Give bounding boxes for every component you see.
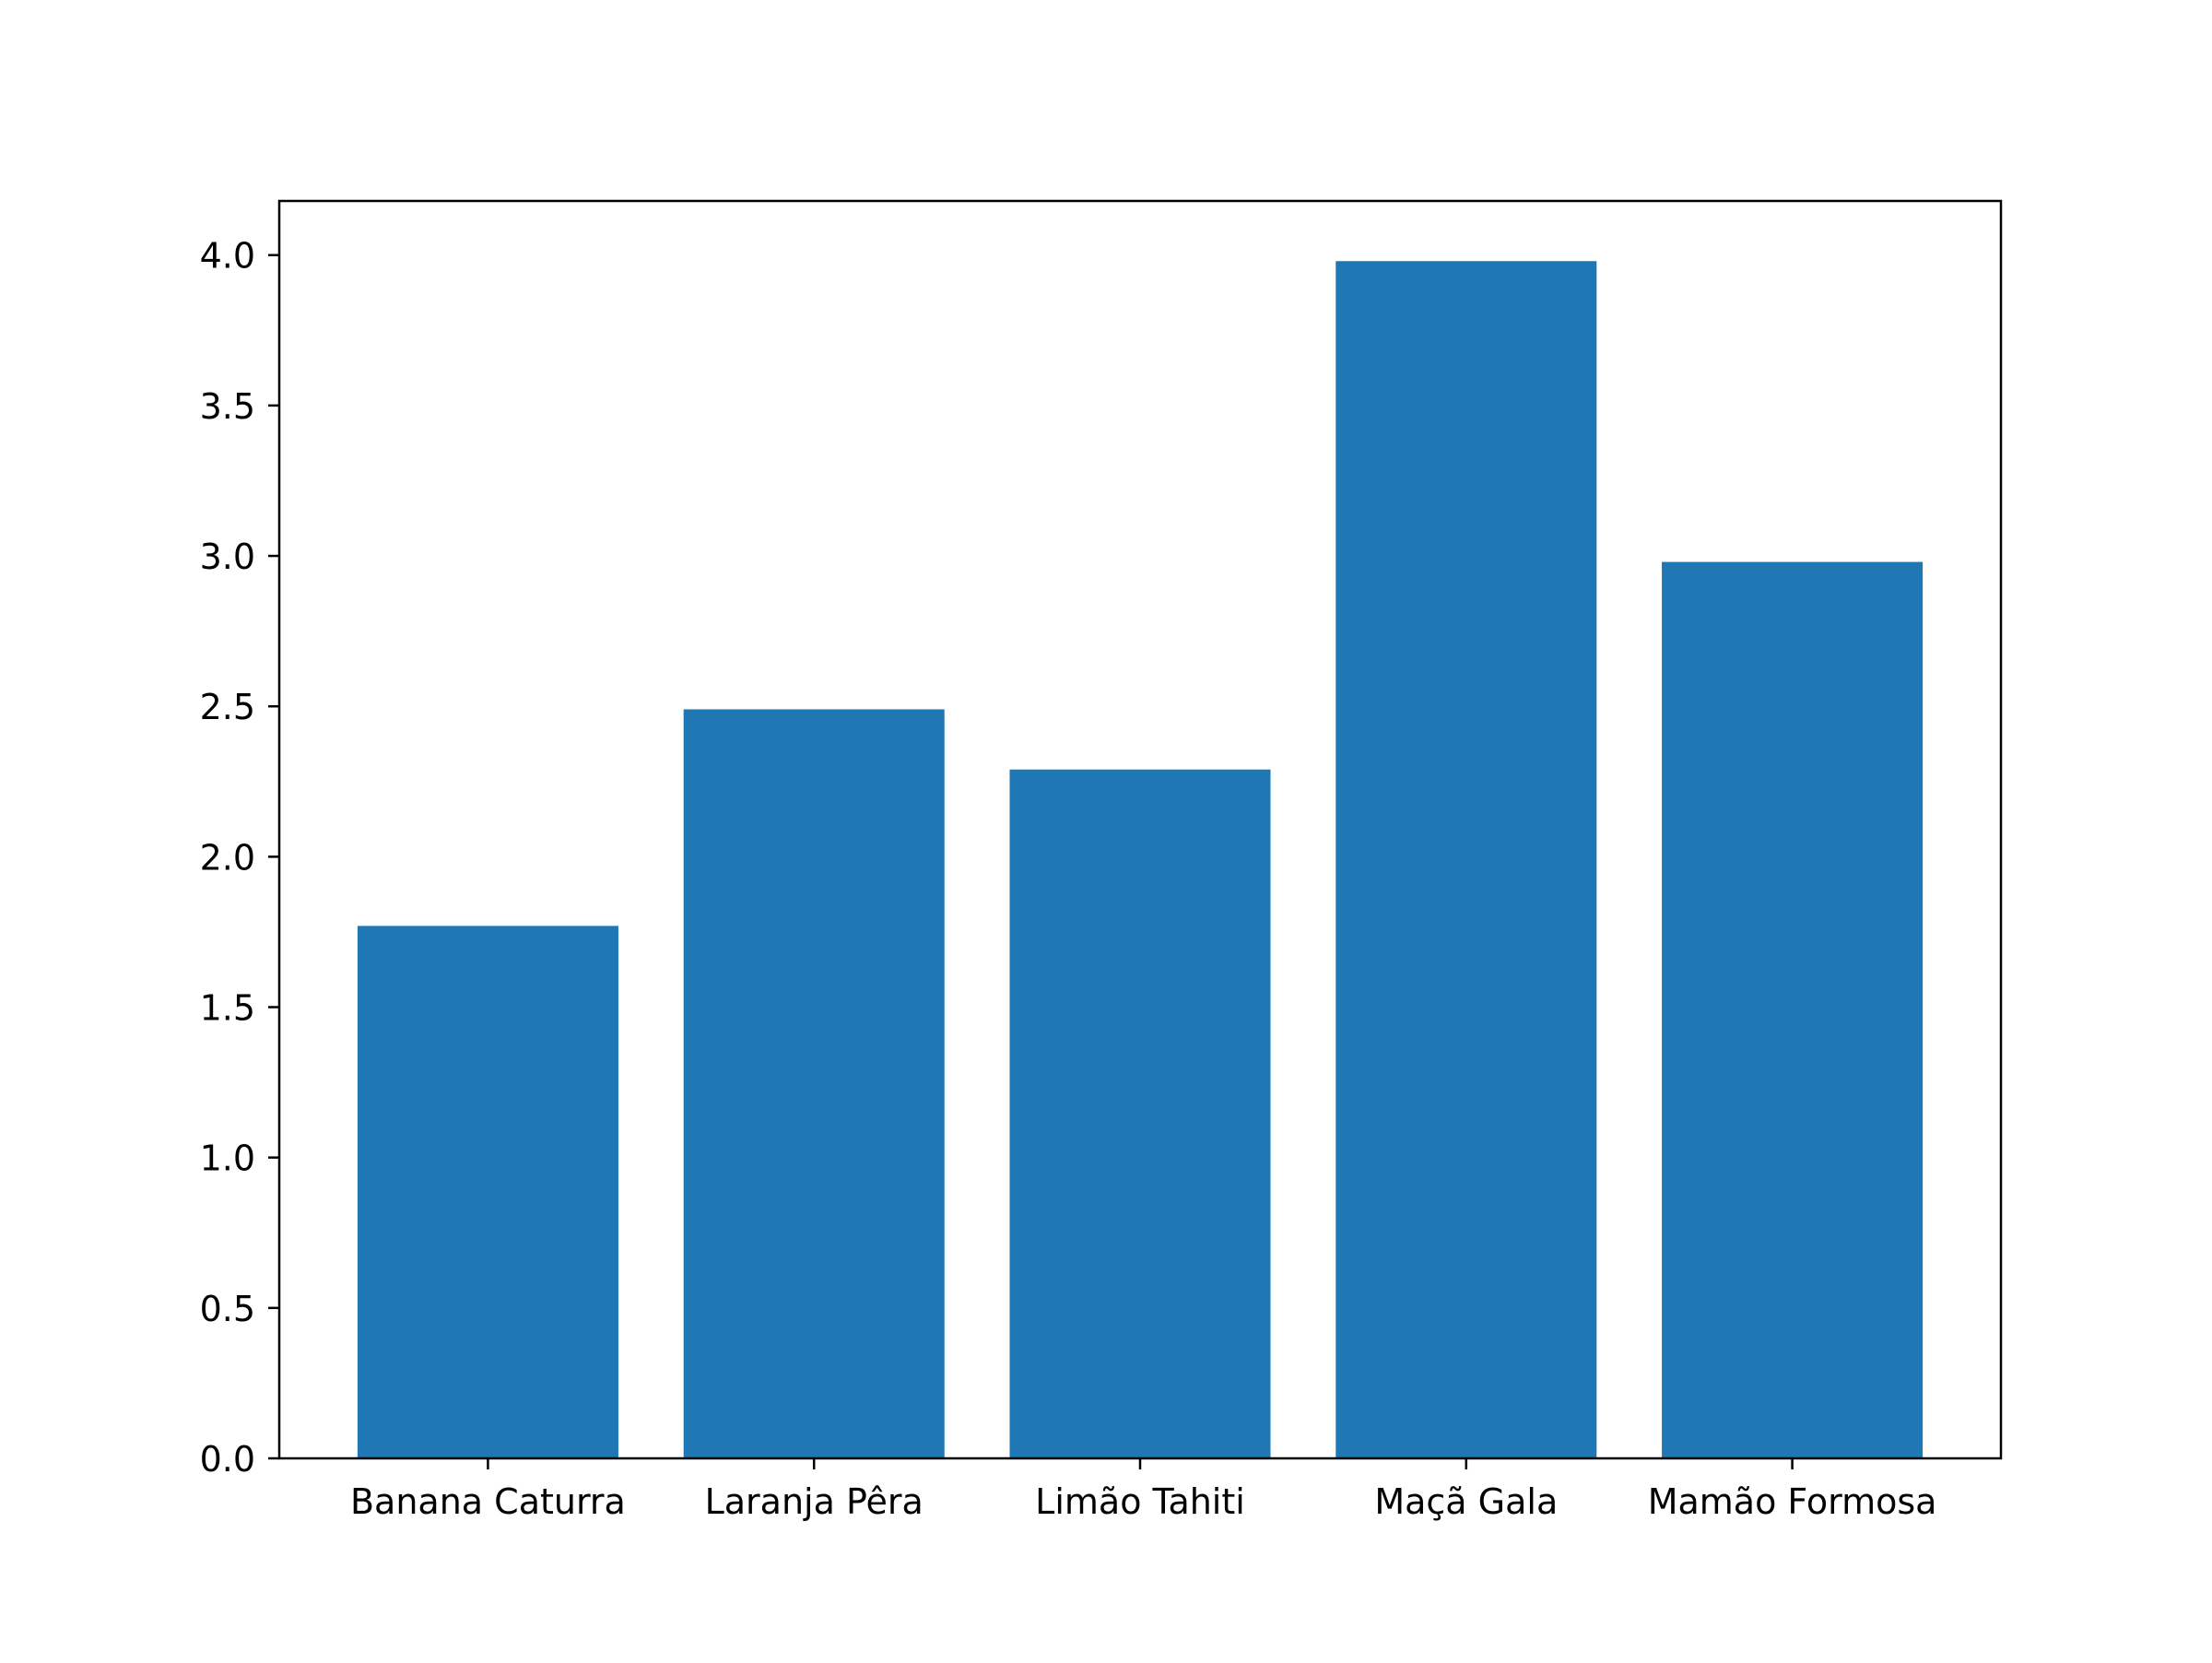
x-tick-label: Laranja Pêra (705, 1481, 924, 1522)
bar-ma-gala (1335, 261, 1597, 1458)
x-tick-label: Banana Caturra (350, 1481, 626, 1522)
y-tick-label: 0.0 (200, 1439, 255, 1480)
y-tick-label: 4.0 (200, 236, 255, 277)
bar-lim-o-tahiti (1009, 769, 1271, 1458)
x-tick-label: Limão Tahiti (1035, 1481, 1245, 1522)
plot-frame (277, 199, 2003, 1460)
y-tick-label: 3.0 (200, 537, 255, 577)
y-tick-label: 2.0 (200, 837, 255, 878)
y-tick-label: 0.5 (200, 1289, 255, 1329)
bar-mam-o-formosa (1662, 561, 1924, 1458)
y-tick-label: 1.0 (200, 1138, 255, 1179)
x-tick-label: Maçã Gala (1374, 1481, 1558, 1522)
x-tick-label: Mamão Formosa (1648, 1481, 1937, 1522)
y-tick-label: 3.5 (200, 386, 255, 427)
bars-layer (357, 261, 1924, 1458)
y-axis: 0.0 0.5 1.0 1.5 2.0 2.5 3.0 3.5 4.0 (200, 236, 279, 1480)
bar-banana-caturra (357, 926, 618, 1458)
bar-laranja-p-ra (683, 709, 945, 1458)
x-axis: Banana Caturra Laranja Pêra Limão Tahiti Ma… (350, 1458, 1936, 1522)
y-tick-label: 2.5 (200, 687, 255, 727)
y-tick-label: 1.5 (200, 988, 255, 1029)
